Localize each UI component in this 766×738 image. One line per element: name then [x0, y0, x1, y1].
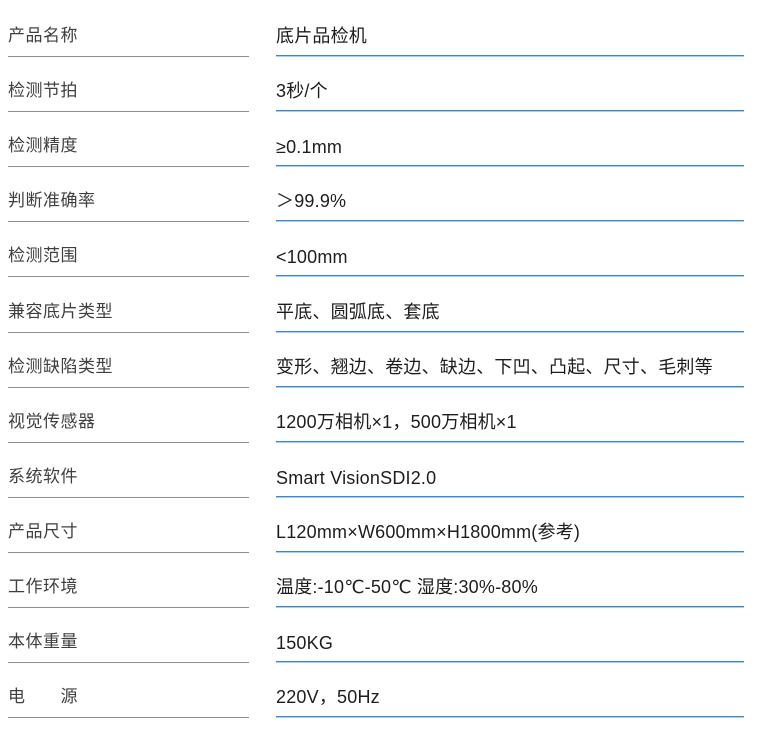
spec-value: Smart VisionSDI2.0	[276, 443, 744, 498]
spec-label: 视觉传感器	[8, 388, 249, 443]
table-row: 兼容底片类型 平底、圆弧底、套底	[8, 277, 766, 333]
spec-label: 工作环境	[8, 553, 249, 609]
spec-label: 电 源	[8, 663, 249, 719]
table-row: 检测节拍 3秒/个	[8, 57, 766, 113]
spec-value: 3秒/个	[276, 57, 744, 113]
spec-value: 1200万相机×1，500万相机×1	[276, 388, 744, 443]
spec-label: 检测范围	[8, 222, 249, 278]
table-row: 检测缺陷类型 变形、翘边、卷边、缺边、下凹、凸起、尺寸、毛刺等	[8, 333, 766, 388]
spec-value: 变形、翘边、卷边、缺边、下凹、凸起、尺寸、毛刺等	[276, 333, 744, 388]
table-row: 检测范围 <100mm	[8, 222, 766, 278]
table-row: 产品尺寸 L120mm×W600mm×H1800mm(参考)	[8, 498, 766, 554]
spec-label: 检测节拍	[8, 57, 249, 113]
table-row: 视觉传感器 1200万相机×1，500万相机×1	[8, 388, 766, 443]
table-row: 工作环境 温度:-10℃-50℃ 湿度:30%-80%	[8, 553, 766, 609]
table-row: 检测精度 ≥0.1mm	[8, 112, 766, 168]
spec-label: 产品名称	[8, 2, 249, 58]
table-row: 判断准确率 ＞99.9%	[8, 167, 766, 223]
spec-value: 底片品检机	[276, 2, 744, 58]
spec-value: <100mm	[276, 222, 744, 278]
spec-label: 检测精度	[8, 112, 249, 168]
spec-label: 检测缺陷类型	[8, 333, 249, 388]
spec-label: 产品尺寸	[8, 498, 249, 553]
spec-value: 平底、圆弧底、套底	[276, 277, 744, 333]
table-row: 产品名称 底片品检机	[8, 2, 766, 58]
table-row: 系统软件 Smart VisionSDI2.0	[8, 443, 766, 498]
spec-value: 150KG	[276, 608, 744, 664]
product-spec-table: 产品名称 底片品检机 检测节拍 3秒/个 检测精度 ≥0.1mm 判断准确率 ＞…	[8, 2, 766, 719]
spec-label: 兼容底片类型	[8, 277, 249, 333]
table-row: 电 源 220V，50Hz	[8, 663, 766, 719]
spec-label: 判断准确率	[8, 167, 249, 223]
spec-value: 220V，50Hz	[276, 663, 744, 719]
spec-value: 温度:-10℃-50℃ 湿度:30%-80%	[276, 553, 744, 609]
spec-value: L120mm×W600mm×H1800mm(参考)	[276, 498, 744, 554]
spec-value: ≥0.1mm	[276, 112, 744, 168]
spec-label: 系统软件	[8, 443, 249, 498]
spec-label: 本体重量	[8, 608, 249, 664]
table-row: 本体重量 150KG	[8, 608, 766, 664]
spec-value: ＞99.9%	[276, 167, 744, 223]
